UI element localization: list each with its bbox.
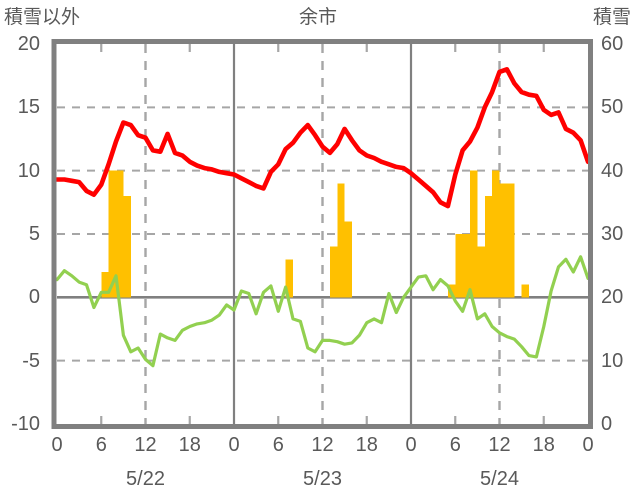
yellow-bar-series-bar	[455, 234, 463, 298]
x-hour-tick-label: 12	[488, 434, 511, 456]
x-hour-tick-label: 0	[228, 434, 240, 456]
y-right-tick-label: 40	[601, 159, 624, 182]
yellow-bar-series-bar	[477, 246, 485, 298]
y-right-tick-label: 10	[601, 349, 624, 372]
yellow-bar-series-bar	[462, 234, 470, 298]
y-left-tick-label: 5	[28, 223, 40, 245]
y-left-tick-label: 10	[17, 159, 40, 182]
x-hour-tick-label: 6	[95, 434, 107, 456]
y-left-tick-label: 20	[17, 33, 40, 55]
x-hour-tick-label: 0	[582, 434, 594, 456]
right-axis-title: 積雪	[592, 7, 631, 28]
x-hour-tick-label: 12	[311, 434, 334, 456]
yellow-bar-series-bar	[521, 284, 529, 298]
x-hour-tick-label: 6	[449, 434, 461, 456]
x-hour-tick-label: 6	[272, 434, 284, 456]
yellow-bar-series-bar	[108, 170, 116, 298]
y-right-tick-label: 60	[601, 33, 624, 55]
y-right-tick-label: 0	[601, 413, 613, 435]
yellow-bar-series-bar	[116, 170, 124, 298]
x-date-label: 5/23	[303, 468, 342, 490]
x-date-label: 5/22	[126, 468, 165, 490]
x-hour-tick-label: 12	[134, 434, 157, 456]
yellow-bar-series-bar	[506, 183, 515, 298]
yellow-bar-series-bar	[499, 183, 507, 298]
y-right-tick-label: 20	[601, 286, 624, 309]
yellow-bar-series-bar	[492, 170, 500, 298]
yellow-bar-series-bar	[123, 196, 131, 298]
y-right-tick-label: 50	[601, 96, 624, 119]
yellow-bar-series-bar	[101, 272, 109, 298]
green-line-series	[55, 255, 590, 368]
x-hour-tick-label: 18	[178, 434, 201, 456]
y-right-tick-label: 30	[601, 223, 624, 245]
left-axis-title: 積雪以外	[4, 7, 81, 28]
y-left-tick-label: -10	[11, 413, 40, 435]
x-hour-tick-label: 0	[51, 434, 63, 456]
yellow-bar-series-bar	[337, 183, 345, 298]
y-left-tick-label: 0	[28, 286, 40, 309]
red-line-series	[54, 67, 591, 209]
yellow-bar-series-bar	[329, 246, 338, 298]
y-left-tick-label: 15	[17, 96, 40, 119]
x-hour-tick-label: 18	[532, 434, 555, 456]
x-hour-tick-label: 0	[405, 434, 417, 456]
yellow-bar-series-bar	[285, 259, 293, 298]
yellow-bar-series-bar	[344, 221, 352, 298]
x-date-label: 5/24	[480, 468, 519, 490]
plot-border	[51, 39, 593, 429]
yellow-bar-series-bar	[484, 196, 493, 298]
y-left-tick-label: -5	[22, 349, 40, 372]
yellow-bar-series-bar	[470, 170, 478, 298]
x-hour-tick-label: 18	[355, 434, 378, 456]
chart-title: 余市	[298, 7, 337, 28]
